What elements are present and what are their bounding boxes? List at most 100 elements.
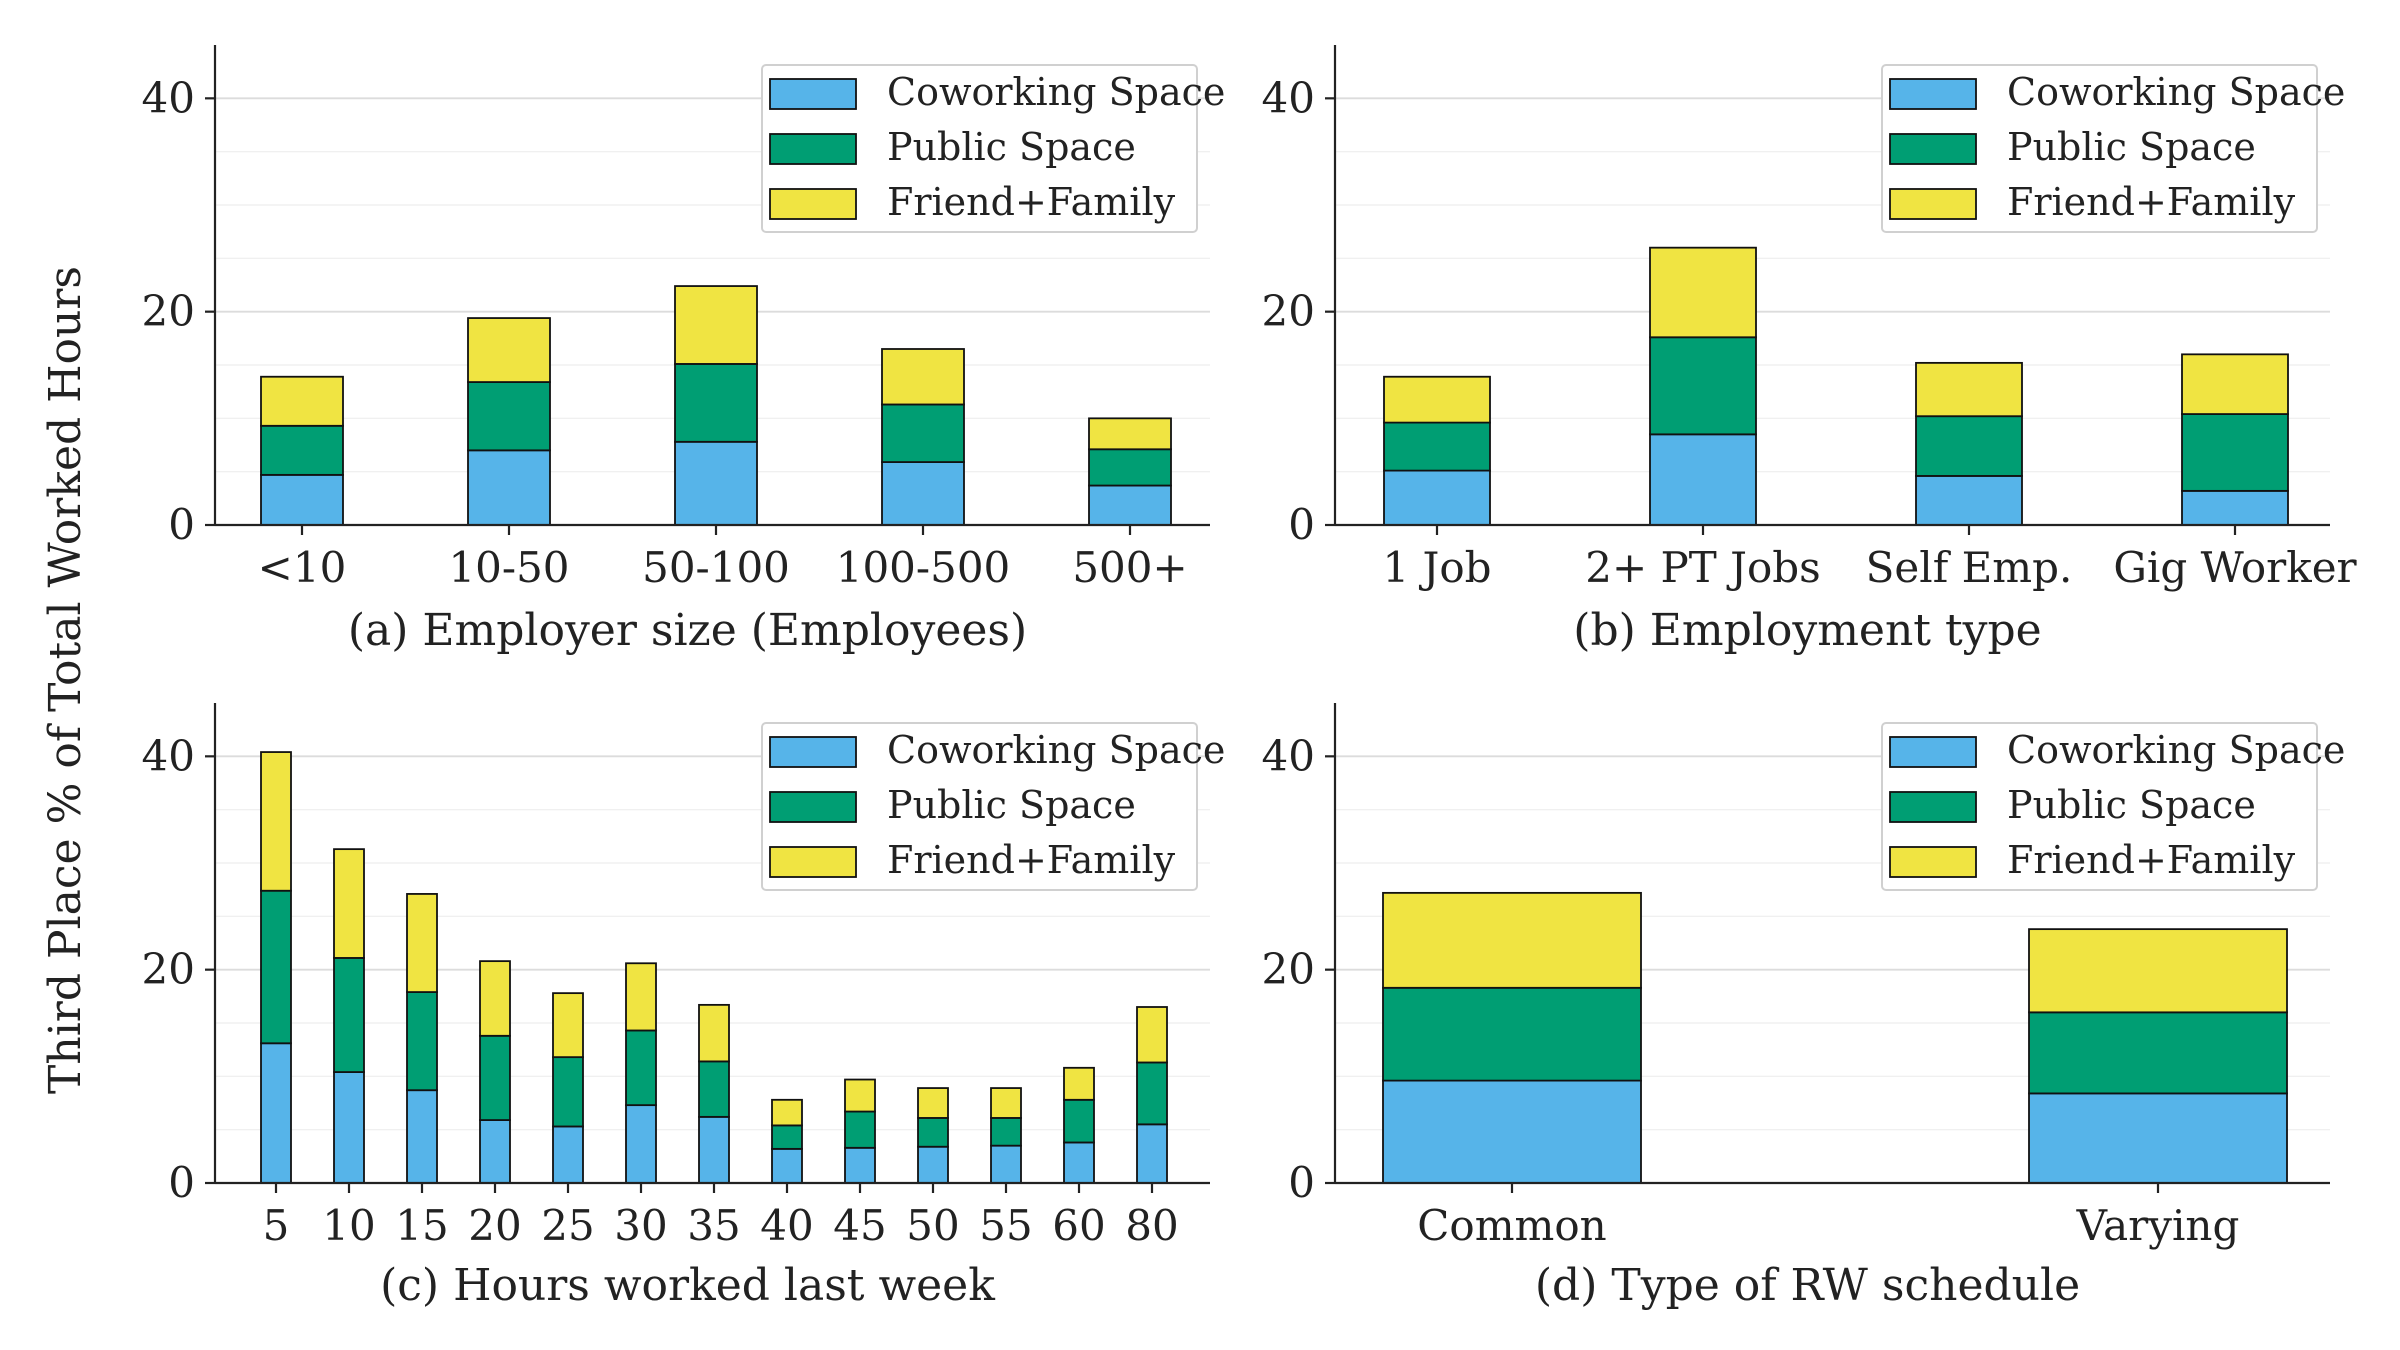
x-tick-label: 25 [541,1201,594,1250]
x-tick-label: 50-100 [642,543,790,592]
y-tick-label: 0 [1288,500,1315,549]
bar-friend-family-3 [479,960,511,1037]
bar-coworking-space-12 [1136,1123,1168,1184]
bar-coworking-space-10 [990,1144,1022,1184]
y-tick-label: 40 [142,73,195,122]
bar-coworking-space-2 [1915,475,2023,526]
y-tick-label: 20 [1262,287,1315,336]
bar-friend-family-3 [881,348,965,406]
legend-frame [1881,64,2318,233]
bar-public-space-0 [1383,421,1491,472]
bar-public-space-2 [674,363,758,443]
x-tick-label: 50 [906,1201,959,1250]
legend-swatch-friend-family [1889,846,1977,878]
y-tick-label: 40 [1262,73,1315,122]
legend-frame [761,722,1198,891]
bar-public-space-10 [990,1117,1022,1147]
bar-public-space-9 [917,1117,949,1148]
legend-label: Coworking Space [887,70,1225,114]
bar-public-space-4 [552,1056,584,1128]
legend-label: Coworking Space [887,728,1225,772]
legend-swatch-public-space [769,133,857,165]
x-tick-label: 55 [979,1201,1032,1250]
x-tick-label: Self Emp. [1866,543,2073,592]
bar-public-space-6 [698,1060,730,1118]
y-tick-label: 20 [142,945,195,994]
bar-public-space-2 [406,991,438,1092]
bar-public-space-8 [844,1110,876,1149]
bar-coworking-space-5 [625,1104,657,1184]
legend-swatch-coworking-space [1889,78,1977,110]
x-tick-label: 2+ PT Jobs [1585,543,1820,592]
x-tick-label: 500+ [1072,543,1187,592]
x-tick-label: 45 [833,1201,886,1250]
legend-label: Public Space [887,783,1136,827]
legend: Coworking Space Public Space Friend+Family [1881,64,2345,233]
x-tick-label: 1 Job [1382,543,1491,592]
bar-friend-family-12 [1136,1006,1168,1064]
x-axis-label: (d) Type of RW schedule [1535,1260,2080,1311]
bar-coworking-space-0 [1382,1079,1642,1184]
bar-friend-family-0 [1382,891,1642,989]
bar-coworking-space-0 [1383,469,1491,526]
legend-swatch-coworking-space [769,736,857,768]
y-tick-label: 0 [168,500,195,549]
bar-coworking-space-0 [260,473,344,526]
bar-coworking-space-9 [917,1145,949,1184]
x-axis-label: (a) Employer size (Employees) [348,605,1027,656]
y-tick-label: 0 [168,1158,195,1207]
bar-coworking-space-1 [2028,1092,2288,1184]
bar-coworking-space-3 [479,1119,511,1184]
bar-friend-family-0 [260,375,344,427]
bar-public-space-1 [2028,1011,2288,1095]
x-tick-label: 100-500 [836,543,1011,592]
x-tick-label: 40 [760,1201,813,1250]
panel-employer-size: 0 20 40 <10 10-50 50-100 100-500 500+ (a) Employ… [142,45,1225,656]
y-tick-label: 20 [1262,945,1315,994]
legend-label: Public Space [2007,125,2256,169]
legend: Coworking Space Public Space Friend+Family [1881,722,2345,891]
bar-friend-family-7 [771,1098,803,1127]
legend-frame [761,64,1198,233]
bar-friend-family-4 [552,992,584,1059]
bar-friend-family-0 [260,751,292,892]
bar-coworking-space-7 [771,1147,803,1184]
legend-label: Coworking Space [2007,70,2345,114]
bar-friend-family-3 [2181,353,2289,415]
bar-coworking-space-11 [1063,1141,1095,1184]
bar-friend-family-1 [2028,928,2288,1014]
x-tick-label: 60 [1052,1201,1105,1250]
panel-hours-worked: 0 20 40 5 10 15 20 25 30 35 40 45 50 55 60 80 (c) Hours … [142,703,1225,1311]
panel-rw-schedule: 0 20 40 Common Varying (d) Type of RW schedul… [1262,703,2345,1311]
legend-swatch-coworking-space [769,78,857,110]
bar-friend-family-6 [698,1003,730,1063]
bar-public-space-0 [1382,986,1642,1082]
legend-swatch-friend-family [769,188,857,220]
panel-employment-type: 0 20 40 1 Job 2+ PT Jobs Self Emp. Gig Worker (… [1262,45,2358,656]
x-tick-label: Gig Worker [2113,543,2357,592]
legend-swatch-friend-family [769,846,857,878]
legend-swatch-public-space [769,791,857,823]
y-tick-label: 0 [1288,1158,1315,1207]
bar-public-space-3 [2181,413,2289,492]
bar-coworking-space-3 [881,461,965,526]
legend-label: Friend+Family [2007,838,2296,882]
bar-coworking-space-4 [1088,484,1172,526]
bar-public-space-3 [881,403,965,463]
shared-y-axis-label: Third Place % of Total Worked Hours [40,266,91,1094]
x-axis-label: (b) Employment type [1573,605,2041,656]
bar-friend-family-11 [1063,1066,1095,1101]
x-tick-label: 35 [687,1201,740,1250]
x-tick-label: 15 [395,1201,448,1250]
bar-friend-family-5 [625,962,657,1032]
bar-friend-family-4 [1088,417,1172,451]
legend-swatch-public-space [1889,791,1977,823]
bar-public-space-5 [625,1029,657,1107]
x-tick-label: Common [1417,1201,1606,1250]
x-tick-label: 10 [322,1201,375,1250]
x-tick-label: 10-50 [448,543,569,592]
legend-label: Friend+Family [887,180,1176,224]
bar-coworking-space-3 [2181,489,2289,526]
x-tick-label: <10 [258,543,347,592]
